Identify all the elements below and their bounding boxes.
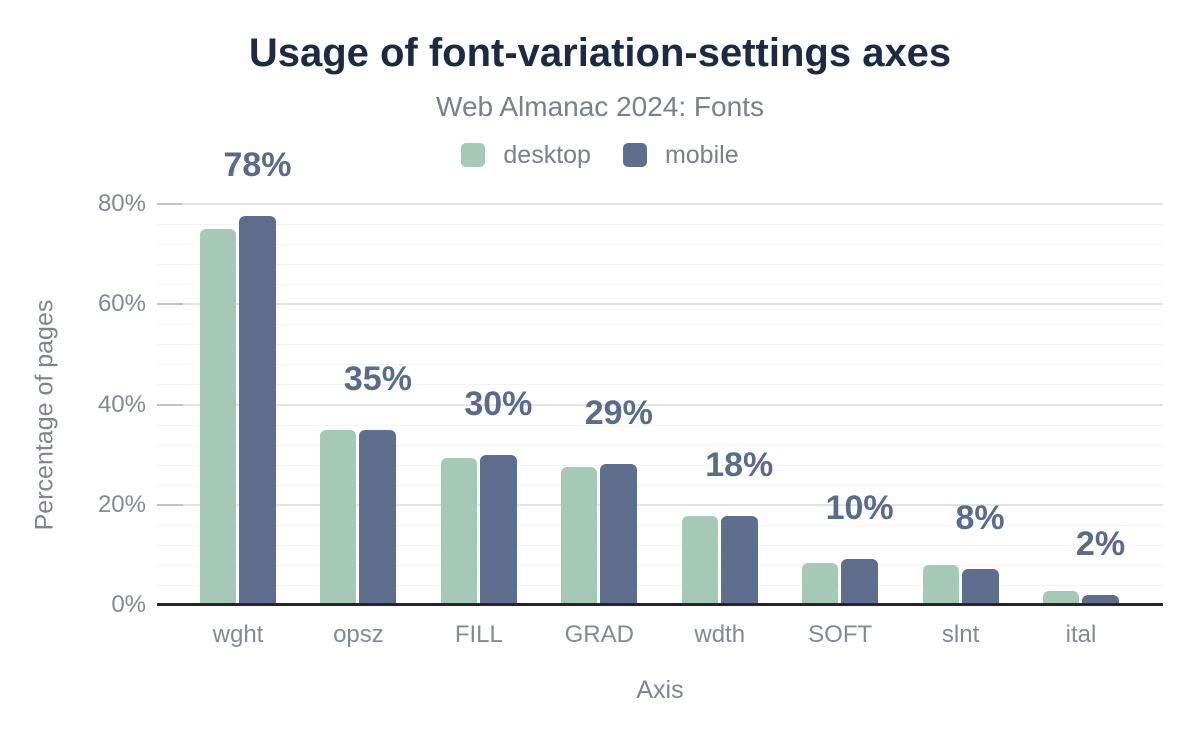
bar-value-label-slnt: 8% [955,499,1005,538]
legend-item-mobile: mobile [622,141,739,169]
chart-title: Usage of font-variation-settings axes [248,31,952,75]
bar-desktop-ital [1043,591,1079,605]
bar-mobile-GRAD [600,463,638,605]
gridline-major [157,203,1163,205]
y-tick-label-80%: 80% [97,190,146,217]
gridline-minor [157,344,1163,346]
bar-desktop-opsz [320,429,357,605]
x-tick-label-slnt: slnt [941,621,980,648]
plot-area [157,203,1163,605]
bar-mobile-wdth [720,515,758,605]
legend-swatch-mobile [622,143,647,167]
gridline-major [157,403,1163,406]
gridline-major [157,503,1163,506]
gridline-minor [157,564,1163,566]
bar-desktop-SOFT [802,563,839,605]
bar-mobile-FILL [479,455,517,605]
legend-item-desktop: desktop [461,141,591,169]
bar-value-label-FILL: 30% [464,385,533,424]
legend-swatch-desktop [461,143,486,167]
gridline-minor [157,544,1163,546]
bar-desktop-FILL [440,457,477,605]
x-tick-label-wdth: wdth [694,621,746,648]
bar-desktop-wdth [681,515,718,605]
gridline-minor [157,444,1163,446]
x-tick-label-FILL: FILL [454,621,503,648]
bar-mobile-wght [239,216,276,605]
gridline-minor [157,524,1163,526]
gridline-minor [157,464,1163,466]
bar-value-label-wght: 78% [223,146,292,185]
y-tick-label-40%: 40% [97,390,146,418]
gridline-major [157,303,1163,306]
bar-desktop-wght [200,229,236,605]
bar-mobile-SOFT [841,559,879,605]
gridline-minor [157,284,1163,286]
bar-value-label-ital: 2% [1075,525,1126,564]
bar-desktop-GRAD [561,467,598,605]
gridline-minor [157,424,1163,426]
gridline-minor [157,244,1163,246]
x-axis-title: Axis [636,676,684,704]
bar-value-label-SOFT: 10% [825,489,894,528]
y-tick-label-60%: 60% [97,290,146,318]
x-tick-label-wght: wght [212,621,264,648]
bar-value-label-opsz: 35% [343,359,412,398]
gridline-minor [157,364,1163,366]
chart-subtitle: Web Almanac 2024: Fonts [436,91,764,122]
y-tick-label-20%: 20% [97,490,146,518]
bar-mobile-ital [1082,595,1119,605]
gridline-minor [157,264,1163,266]
legend: desktop mobile [0,141,1200,169]
x-axis-line [157,603,1163,606]
x-tick-label-opsz: opsz [333,621,384,648]
gridline-minor [157,324,1163,326]
legend-label-desktop: desktop [503,141,591,169]
bar-desktop-slnt [922,565,959,605]
bar-mobile-opsz [359,429,397,605]
gridline-minor [157,484,1163,486]
bar-value-label-GRAD: 29% [584,393,653,432]
legend-label-mobile: mobile [664,141,739,169]
gridline-minor [157,224,1163,226]
gridline-minor [157,384,1163,386]
bar-mobile-slnt [961,569,999,605]
gridline-minor [157,584,1163,586]
y-tick-label-0%: 0% [111,591,146,618]
x-tick-label-GRAD: GRAD [564,621,634,648]
bar-value-label-wdth: 18% [705,445,774,484]
x-tick-label-ital: ital [1065,621,1097,648]
x-tick-label-SOFT: SOFT [808,621,873,648]
